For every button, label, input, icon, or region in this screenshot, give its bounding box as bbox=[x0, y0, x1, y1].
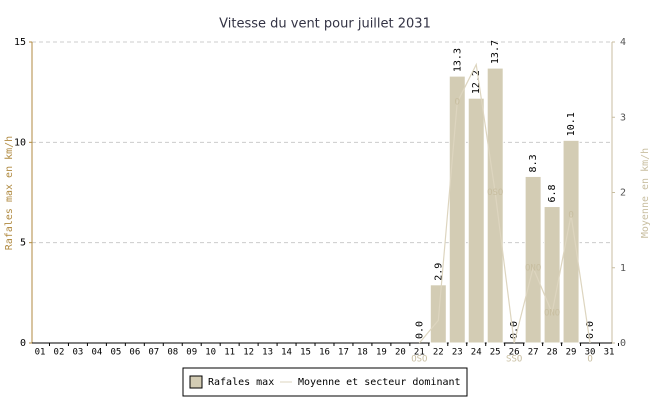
y-tick-label: 0 bbox=[20, 338, 26, 349]
y2-axis-label: Moyenne en km/h bbox=[640, 148, 650, 238]
x-tick-label: 25 bbox=[490, 348, 501, 358]
data-label: 12.2 bbox=[471, 70, 482, 94]
x-tick-label: 18 bbox=[357, 348, 368, 358]
x-tick-label: 02 bbox=[54, 348, 65, 358]
x-tick-label: 30 bbox=[585, 348, 596, 358]
x-tick-label: 06 bbox=[129, 348, 140, 358]
data-label: 6.8 bbox=[547, 184, 558, 202]
y2-tick-label: 1 bbox=[620, 263, 626, 274]
x-tick-label: 09 bbox=[186, 348, 197, 358]
y2-tick-label: 3 bbox=[620, 112, 626, 123]
x-tick-label: 29 bbox=[566, 348, 577, 358]
y-axis-label: Rafales max en km/h bbox=[4, 136, 15, 250]
y2-tick-label: 2 bbox=[620, 188, 626, 199]
data-label: 10.1 bbox=[566, 112, 577, 136]
y-tick-label: 5 bbox=[20, 238, 26, 249]
legend bbox=[182, 367, 468, 397]
bar bbox=[467, 97, 485, 344]
direction-label: O bbox=[455, 98, 460, 108]
data-label: 0.0 bbox=[414, 321, 425, 339]
direction-label: SSO bbox=[506, 355, 522, 365]
x-tick-label: 10 bbox=[205, 348, 216, 358]
x-tick-label: 16 bbox=[319, 348, 330, 358]
line bbox=[418, 62, 591, 344]
x-tick-label: 24 bbox=[471, 348, 482, 358]
direction-label: OSO bbox=[487, 188, 503, 198]
x-tick-label: 26 bbox=[509, 348, 520, 358]
x-tick-label: 01 bbox=[35, 348, 46, 358]
x-tick-label: 12 bbox=[243, 348, 254, 358]
bar bbox=[486, 67, 504, 344]
data-label: 2.9 bbox=[433, 263, 444, 281]
x-tick-label: 17 bbox=[338, 348, 349, 358]
x-tick-label: 23 bbox=[452, 348, 463, 358]
y2-tick-label: 4 bbox=[620, 37, 626, 48]
x-tick-label: 08 bbox=[167, 348, 178, 358]
data-label: 0.0 bbox=[509, 321, 520, 339]
x-tick-label: 22 bbox=[433, 348, 444, 358]
x-tick-label: 31 bbox=[604, 348, 615, 358]
legend-label: Moyenne et secteur dominant bbox=[298, 377, 461, 388]
legend-label: Rafales max bbox=[208, 377, 274, 388]
direction-label: OSO bbox=[411, 355, 427, 365]
bar bbox=[562, 139, 580, 344]
data-label: 0.0 bbox=[585, 321, 596, 339]
x-tick-label: 11 bbox=[224, 348, 235, 358]
data-label: 8.3 bbox=[528, 154, 539, 172]
x-tick-label: 27 bbox=[528, 348, 539, 358]
direction-label: ONO bbox=[544, 308, 560, 318]
x-tick-label: 20 bbox=[395, 348, 406, 358]
x-tick-label: 13 bbox=[262, 348, 273, 358]
bar bbox=[543, 206, 561, 344]
y2-tick-label: 0 bbox=[620, 338, 626, 349]
bar bbox=[448, 75, 466, 344]
x-tick-label: 07 bbox=[148, 348, 159, 358]
x-tick-label: 21 bbox=[414, 348, 425, 358]
x-tick-label: 19 bbox=[376, 348, 387, 358]
y-tick-label: 10 bbox=[14, 137, 26, 148]
x-tick-label: 14 bbox=[281, 348, 292, 358]
bar bbox=[524, 175, 542, 344]
direction-label: O bbox=[568, 211, 573, 221]
x-tick-label: 28 bbox=[547, 348, 558, 358]
legend-swatch bbox=[189, 375, 203, 389]
x-tick-label: 15 bbox=[300, 348, 311, 358]
direction-label: O bbox=[587, 355, 592, 365]
x-tick-label: 04 bbox=[91, 348, 102, 358]
y-tick-label: 15 bbox=[14, 37, 26, 48]
direction-label: ONO bbox=[525, 263, 541, 273]
x-tick-label: 03 bbox=[73, 348, 84, 358]
x-tick-label: 05 bbox=[110, 348, 121, 358]
data-label: 13.7 bbox=[490, 40, 501, 64]
data-label: 13.3 bbox=[452, 48, 463, 72]
chart-title: Vitesse du vent pour juillet 2031 bbox=[219, 17, 431, 32]
